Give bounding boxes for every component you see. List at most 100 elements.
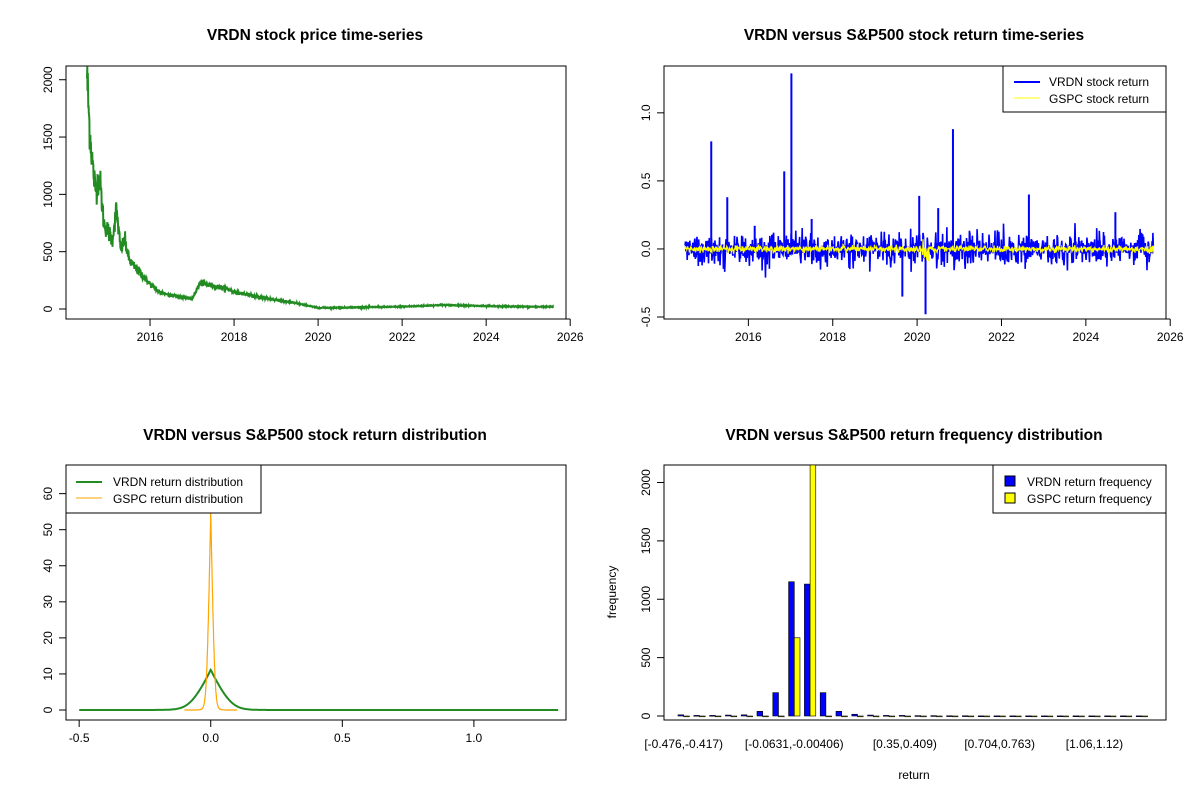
histogram-chart-title: VRDN versus S&P500 return frequency dist…: [725, 427, 1102, 444]
histogram-x-tick-label: [0.35,0.409): [873, 737, 937, 751]
density-x-tick-label: 1.0: [466, 731, 483, 745]
vrdn-density-line: [79, 668, 559, 711]
density-x-tick-label: 0.5: [334, 731, 351, 745]
gspc-frequency-bar: [920, 715, 927, 718]
vrdn-frequency-bar: [1025, 715, 1032, 717]
price-marks: 2016 2018 2020 2022 2024 2026 0 500 1000 1500 2000: [41, 66, 584, 344]
price-y-tick-label: 2000: [41, 66, 55, 93]
histogram-x-tick-label: [-0.0631,-0.00406): [745, 737, 844, 751]
density-y-tick-label: 20: [41, 631, 55, 645]
gspc-frequency-bar: [1030, 715, 1038, 718]
gspc-frequency-bar: [825, 715, 832, 718]
gspc-frequency-bar: [1141, 715, 1148, 718]
histogram-x-tick-label: [1.06,1.12): [1066, 737, 1123, 751]
vrdn-frequency-bar: [914, 715, 921, 717]
density-chart-title: VRDN versus S&P500 stock return distribu…: [143, 427, 487, 444]
gspc-frequency-bar: [1046, 715, 1054, 718]
gspc-frequency-bar: [714, 715, 722, 718]
gspc-frequency-bar: [936, 715, 943, 718]
density-legend-gspc-label: GSPC return distribution: [113, 492, 243, 506]
vrdn-frequency-bar: [677, 714, 684, 717]
gspc-frequency-bar: [793, 637, 801, 717]
price-x-tick-label: 2016: [137, 330, 164, 344]
histogram-y-tick-label: 2000: [639, 469, 653, 496]
return-y-tick-label: 1.0: [639, 104, 653, 121]
return-marks: 2016 2018 2020 2022 2024 2026 -0.5 0.0 0.5 1.0: [639, 73, 1184, 344]
return-x-tick-label: 2018: [819, 330, 846, 344]
return-panel: VRDN versus S&P500 stock return time-ser…: [639, 27, 1184, 344]
density-x-tick-label: -0.5: [69, 731, 90, 745]
price-x-tick-label: 2018: [221, 330, 248, 344]
density-legend-vrdn-label: VRDN return distribution: [113, 475, 243, 489]
gspc-frequency-bar: [762, 715, 769, 718]
return-x-tick-label: 2022: [988, 330, 1015, 344]
price-x-tick-label: 2026: [557, 330, 584, 344]
return-legend-box: [1002, 65, 1167, 113]
gspc-frequency-bar: [778, 715, 785, 718]
price-x-tick-label: 2020: [305, 330, 332, 344]
density-legend-box: [65, 464, 262, 514]
gspc-frequency-bar: [983, 715, 990, 718]
gspc-frequency-bar: [746, 715, 753, 718]
return-x-tick-label: 2026: [1157, 330, 1184, 344]
histogram-legend-vrdn-swatch: [1004, 475, 1016, 487]
price-x-tick-label: 2024: [473, 330, 500, 344]
histogram-legend-gspc-swatch: [1004, 492, 1016, 504]
vrdn-frequency-bar: [1104, 715, 1111, 717]
histogram-x-tick-label: [0.704,0.763): [964, 737, 1035, 751]
vrdn-frequency-bar: [740, 714, 748, 717]
vrdn-frequency-bar: [867, 714, 874, 717]
density-y-tick-label: 30: [41, 595, 55, 609]
vrdn-frequency-bar: [1120, 715, 1127, 717]
histogram-y-tick-label: 1000: [639, 586, 653, 613]
vrdn-return-line: [684, 223, 1155, 278]
histogram-y-tick-label: 1500: [639, 527, 653, 554]
vrdn-frequency-bar: [819, 692, 827, 717]
return-y-tick-label: 0.0: [639, 240, 653, 257]
vrdn-frequency-bar: [1056, 715, 1064, 717]
histogram-legend-gspc-label: GSPC return frequency: [1027, 492, 1152, 506]
gspc-frequency-bar: [699, 715, 706, 718]
gspc-frequency-bar: [999, 715, 1006, 718]
gspc-frequency-bar: [1078, 715, 1085, 718]
vrdn-frequency-bar: [993, 715, 1000, 717]
density-marks: -0.5 0.0 0.5 1.0 0 10 20 30 40 50 60: [41, 487, 559, 745]
histogram-legend-vrdn-label: VRDN return frequency: [1027, 475, 1152, 489]
gspc-frequency-bar: [888, 715, 896, 718]
histogram-marks: 0 500 1000 1500 2000 [-0.476,-0.417) [-0.0631,…: [639, 464, 1148, 751]
gspc-frequency-bar: [1125, 715, 1133, 718]
histogram-panel: VRDN versus S&P500 return frequency dist…: [605, 427, 1167, 782]
vrdn-frequency-bar: [962, 715, 969, 717]
gspc-frequency-bar: [951, 715, 959, 718]
return-legend-gspc-label: GSPC stock return: [1049, 92, 1149, 106]
return-legend-vrdn-label: VRDN stock return: [1049, 75, 1149, 89]
return-x-tick-label: 2020: [904, 330, 931, 344]
gspc-density-line: [184, 511, 238, 711]
gspc-frequency-bar: [872, 715, 880, 718]
gspc-frequency-bar: [904, 715, 911, 718]
density-y-tick-label: 10: [41, 667, 55, 681]
vrdn-frequency-bar: [851, 713, 858, 717]
histogram-x-tick-label: [-0.476,-0.417): [644, 737, 723, 751]
return-x-tick-label: 2024: [1072, 330, 1099, 344]
vrdn-frequency-bar: [1088, 715, 1095, 717]
gspc-frequency-bar: [857, 715, 864, 718]
vrdn-frequency-bar: [1135, 715, 1143, 717]
vrdn-frequency-bar: [946, 715, 953, 717]
vrdn-frequency-bar: [930, 715, 937, 717]
price-y-tick-label: 1500: [41, 123, 55, 150]
gspc-frequency-bar: [809, 464, 817, 717]
histogram-legend-box: [992, 464, 1167, 514]
vrdn-frequency-bar: [835, 711, 842, 717]
vrdn-frequency-bar: [756, 711, 763, 717]
vrdn-frequency-bar: [709, 715, 716, 717]
gspc-frequency-bar: [683, 715, 690, 718]
price-y-tick-label: 0: [41, 305, 55, 312]
price-plot-frame: [65, 65, 567, 320]
return-legend: VRDN stock return GSPC stock return: [1002, 65, 1167, 113]
vrdn-frequency-bar: [977, 715, 985, 717]
vrdn-frequency-bar: [725, 714, 732, 717]
gspc-frequency-bar: [730, 715, 738, 718]
price-x-tick-label: 2022: [389, 330, 416, 344]
